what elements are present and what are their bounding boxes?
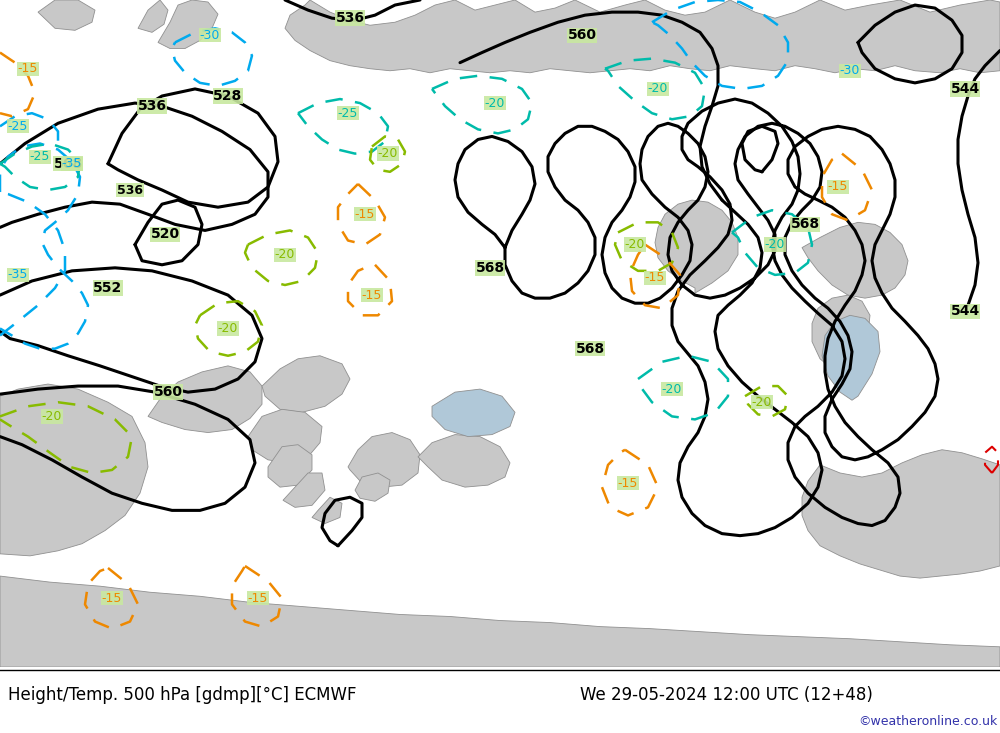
Text: -20: -20 — [275, 248, 295, 261]
Polygon shape — [138, 0, 168, 32]
Text: 568: 568 — [790, 218, 820, 232]
Text: -30: -30 — [200, 29, 220, 42]
Text: -30: -30 — [840, 65, 860, 77]
Text: -20: -20 — [485, 97, 505, 110]
Polygon shape — [655, 200, 738, 293]
Polygon shape — [268, 445, 312, 487]
Text: -25: -25 — [338, 107, 358, 119]
Text: 560: 560 — [154, 385, 182, 399]
Text: -15: -15 — [102, 592, 122, 605]
Text: -35: -35 — [62, 157, 82, 170]
Text: We 29-05-2024 12:00 UTC (12+48): We 29-05-2024 12:00 UTC (12+48) — [580, 686, 873, 704]
Polygon shape — [802, 222, 908, 298]
Text: -20: -20 — [625, 238, 645, 251]
Text: -35: -35 — [8, 268, 28, 281]
Text: 544: 544 — [950, 304, 980, 318]
Polygon shape — [418, 435, 510, 487]
Polygon shape — [355, 473, 390, 501]
Text: 520: 520 — [150, 227, 180, 241]
Text: Height/Temp. 500 hPa [gdmp][°C] ECMWF: Height/Temp. 500 hPa [gdmp][°C] ECMWF — [8, 686, 356, 704]
Text: 568: 568 — [475, 261, 505, 275]
Text: -20: -20 — [42, 410, 62, 423]
Text: 536: 536 — [138, 99, 166, 113]
Polygon shape — [432, 389, 515, 437]
Polygon shape — [262, 356, 350, 413]
Text: -25: -25 — [8, 119, 28, 133]
Polygon shape — [802, 450, 1000, 578]
Polygon shape — [0, 384, 148, 556]
Text: 560: 560 — [568, 29, 596, 43]
Text: -15: -15 — [618, 476, 638, 490]
Text: -20: -20 — [662, 383, 682, 396]
Polygon shape — [822, 315, 880, 400]
Polygon shape — [283, 473, 325, 507]
Text: -20: -20 — [765, 238, 785, 251]
Polygon shape — [312, 497, 342, 523]
Text: -20: -20 — [218, 322, 238, 335]
Text: 552: 552 — [93, 281, 123, 295]
Text: -25: -25 — [30, 150, 50, 163]
Text: 568: 568 — [575, 342, 605, 356]
Polygon shape — [0, 576, 1000, 667]
Text: -15: -15 — [355, 207, 375, 221]
Text: 544: 544 — [950, 82, 980, 96]
Text: -20: -20 — [648, 82, 668, 95]
Text: -15: -15 — [828, 180, 848, 194]
Text: 568: 568 — [53, 157, 83, 171]
Polygon shape — [148, 366, 262, 432]
Text: ©weatheronline.co.uk: ©weatheronline.co.uk — [858, 715, 997, 728]
Polygon shape — [812, 295, 870, 374]
Text: -15: -15 — [645, 271, 665, 284]
Text: 536: 536 — [336, 11, 364, 25]
Text: -20: -20 — [378, 147, 398, 160]
Polygon shape — [285, 0, 1000, 73]
Text: 528: 528 — [213, 89, 243, 103]
Text: -15: -15 — [18, 62, 38, 75]
Polygon shape — [248, 409, 322, 463]
Polygon shape — [38, 0, 95, 30]
Polygon shape — [158, 0, 218, 48]
Text: -15: -15 — [362, 289, 382, 301]
Polygon shape — [348, 432, 420, 487]
Text: -20: -20 — [752, 396, 772, 409]
Text: -15: -15 — [248, 592, 268, 605]
Text: 536: 536 — [117, 183, 143, 196]
